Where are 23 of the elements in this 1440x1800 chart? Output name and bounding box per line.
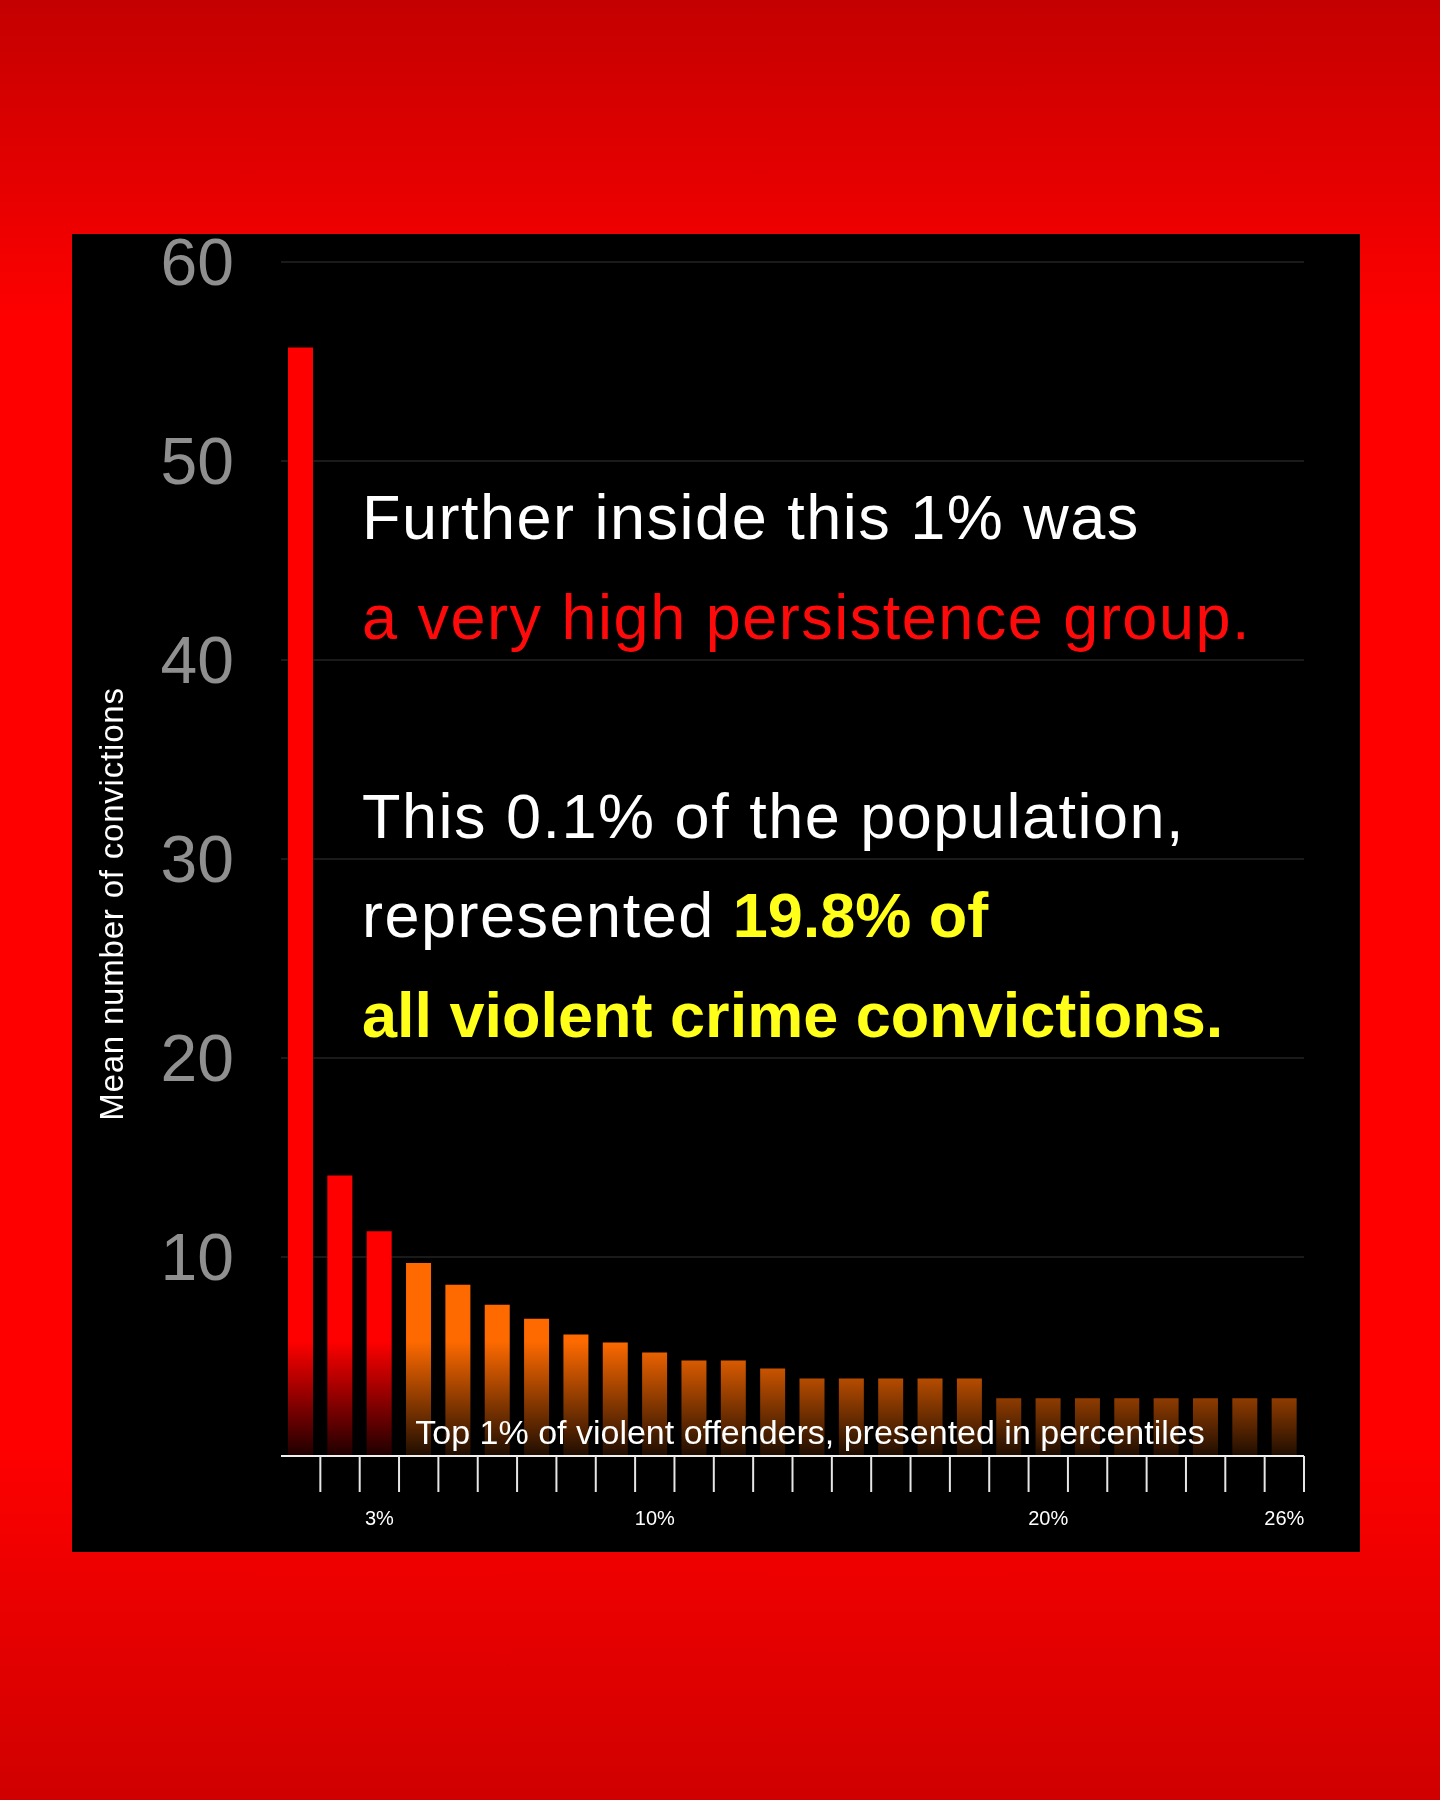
y-tick-label: 40 [160, 623, 234, 698]
x-tick-label: 20% [1028, 1507, 1069, 1529]
y-tick-label: 20 [160, 1021, 234, 1096]
annotation: all violent crime convictions. [362, 980, 1224, 1050]
annotation: represented [362, 880, 715, 951]
annotation: This 0.1% of the population, [362, 780, 1186, 851]
annotation: Further inside this 1% was [362, 482, 1140, 552]
bar [1271, 1398, 1297, 1456]
x-tick-label: 10% [634, 1507, 676, 1529]
bar [366, 1231, 392, 1456]
y-axis-title: Mean number of convictions [92, 687, 130, 1121]
annotation: a very high persistence group. [362, 581, 1251, 652]
y-tick-label: 30 [160, 822, 234, 897]
x-tick-label: 3% [364, 1507, 395, 1529]
x-axis-title: Top 1% of violent offenders, presented in percentiles [415, 1413, 1205, 1451]
y-tick-label: 60 [160, 225, 234, 300]
bar [1232, 1398, 1258, 1456]
y-tick-label: 10 [160, 1220, 234, 1295]
annotation: 19.8% of [732, 880, 990, 951]
bar [327, 1175, 353, 1456]
y-tick-label: 50 [160, 424, 234, 499]
x-tick-label: 26% [1264, 1507, 1305, 1529]
bar [288, 347, 313, 1456]
